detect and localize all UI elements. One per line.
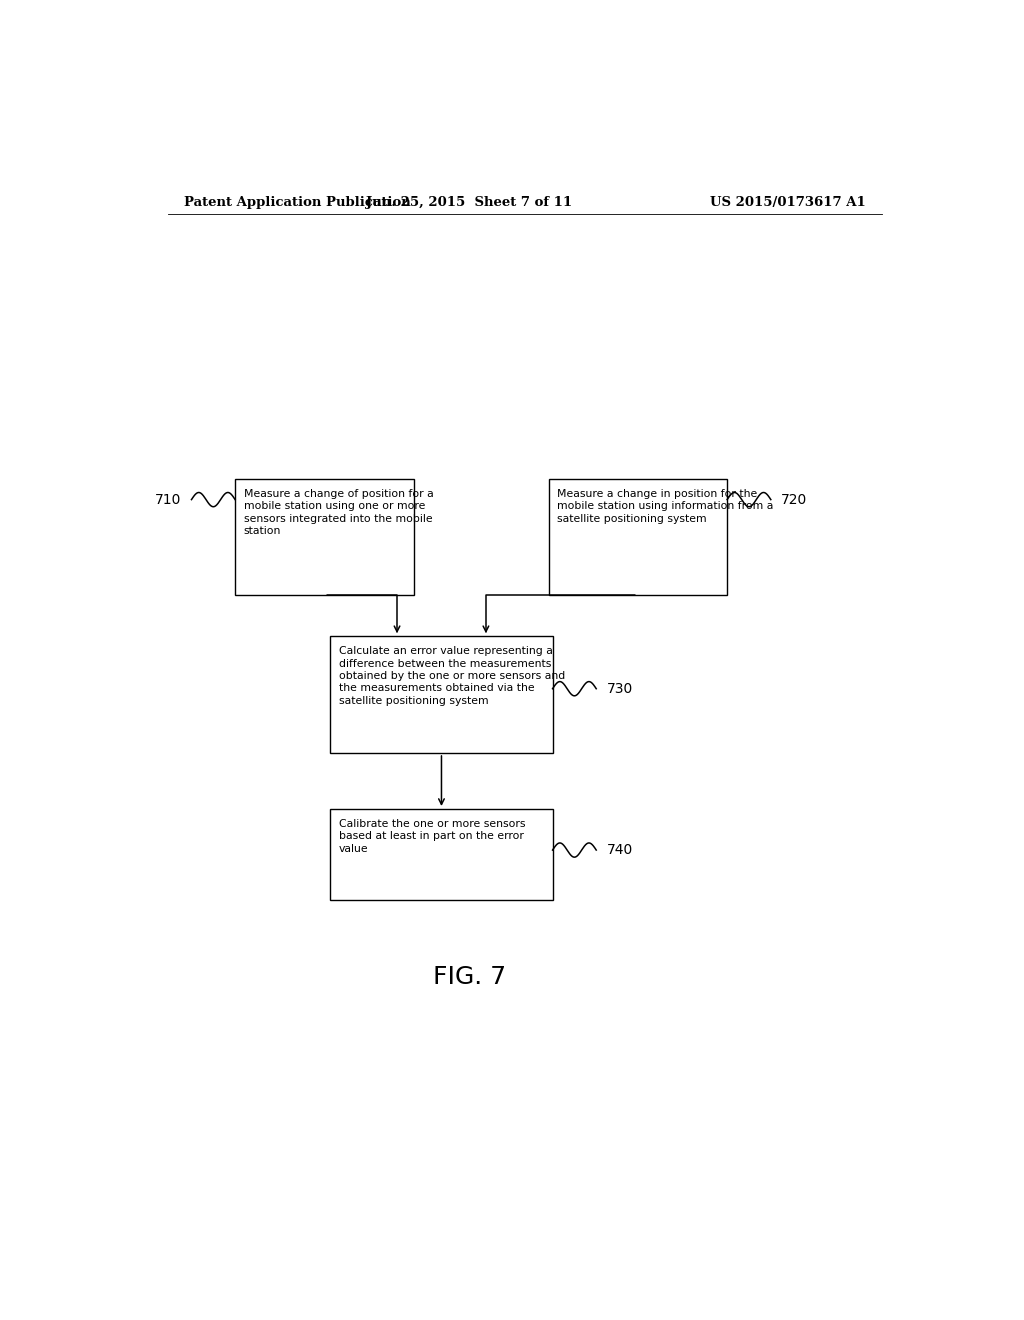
Bar (331, 636, 553, 752)
Text: US 2015/0173617 A1: US 2015/0173617 A1 (711, 195, 866, 209)
Text: Patent Application Publication: Patent Application Publication (183, 195, 411, 209)
Text: 710: 710 (155, 492, 181, 507)
Bar (331, 809, 553, 900)
Text: Jun. 25, 2015  Sheet 7 of 11: Jun. 25, 2015 Sheet 7 of 11 (367, 195, 572, 209)
Bar (549, 479, 727, 595)
Text: Calculate an error value representing a
difference between the measurements
obta: Calculate an error value representing a … (339, 647, 565, 706)
Text: Calibrate the one or more sensors
based at least in part on the error
value: Calibrate the one or more sensors based … (339, 818, 525, 854)
Text: 740: 740 (606, 843, 633, 857)
Text: Measure a change of position for a
mobile station using one or more
sensors inte: Measure a change of position for a mobil… (244, 488, 433, 536)
Text: 730: 730 (606, 681, 633, 696)
Text: FIG. 7: FIG. 7 (433, 965, 506, 989)
Bar (236, 479, 414, 595)
Text: Measure a change in position for the
mobile station using information from a
sat: Measure a change in position for the mob… (557, 488, 774, 524)
Text: 720: 720 (781, 492, 807, 507)
